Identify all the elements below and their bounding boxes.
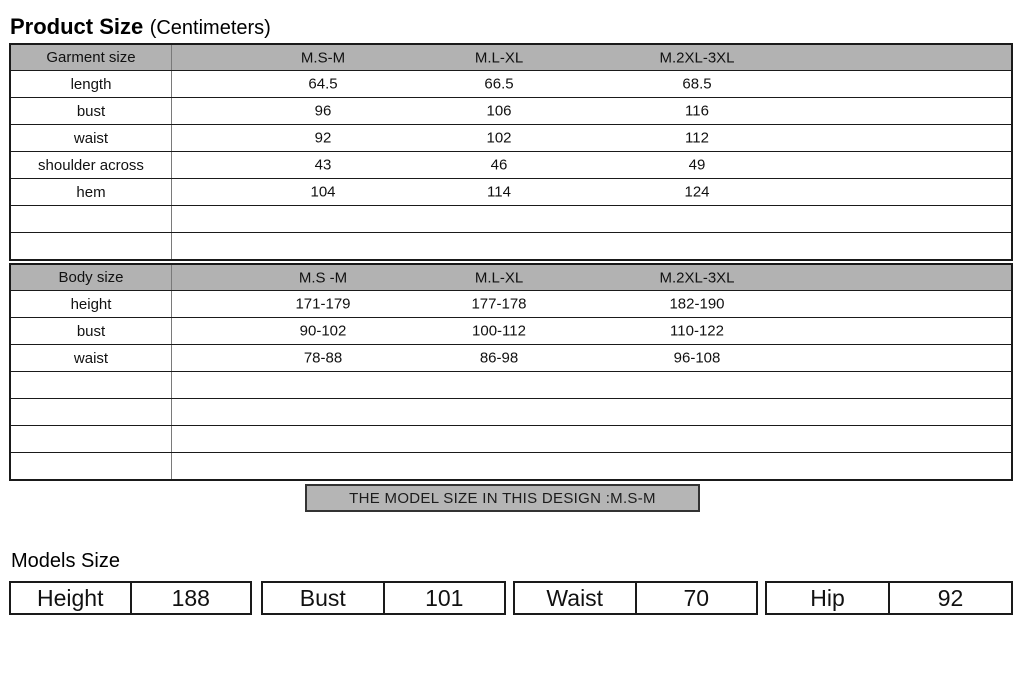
cell-value: 64.5: [308, 75, 338, 93]
models-size-box-bust: Bust 101: [261, 581, 506, 615]
models-size-value: 188: [171, 584, 210, 611]
row-values: 78-88 86-98 96-108: [172, 345, 1011, 371]
cell-value: 116: [685, 102, 709, 120]
models-size-label: Bust: [263, 583, 385, 613]
table-row: [11, 233, 1011, 259]
cell-value: 104: [310, 183, 336, 201]
garment-size-table: Garment size M.S-M M.L-XL M.2XL-3XL length 64…: [9, 43, 1013, 261]
page-title-unit: (Centimeters): [149, 17, 271, 39]
cell-value: 66.5: [484, 75, 514, 93]
cell-value: 102: [486, 129, 512, 147]
row-values: 96 106 116: [172, 98, 1011, 124]
row-label: [11, 206, 172, 232]
cell-value: M.2XL-3XL: [659, 269, 735, 286]
cell-value: 86-98: [479, 349, 519, 367]
cell-value: 43: [314, 156, 332, 174]
row-label: waist: [11, 345, 172, 371]
models-size-value: 101: [425, 584, 464, 611]
row-values: [172, 233, 1011, 259]
cell-value: 124: [684, 183, 710, 201]
models-size-row: Height 188 Bust 101 Waist 70 Hip 92: [9, 581, 1013, 615]
row-values: [172, 206, 1011, 232]
row-label: hem: [11, 179, 172, 205]
models-size-heading: Models Size: [11, 550, 120, 572]
row-values: [172, 399, 1011, 425]
row-label: height: [11, 291, 172, 317]
cell-value: 100-112: [472, 322, 526, 340]
models-size-label: Hip: [767, 583, 890, 613]
cell-value: 177-178: [471, 295, 527, 313]
row-values: 104 114 124: [172, 179, 1011, 205]
cell-value: 171-179: [295, 295, 351, 313]
row-values: 90-102 100-112 110-122: [172, 318, 1011, 344]
table-row: [11, 399, 1011, 426]
table-header-row: Body size M.S -M M.L-XL M.2XL-3XL: [11, 265, 1011, 291]
models-size-box-height: Height 188: [9, 581, 252, 615]
row-label: [11, 453, 172, 479]
models-size-box-hip: Hip 92: [765, 581, 1013, 615]
cell-value: 96-108: [673, 349, 721, 367]
table-row: bust 96 106 116: [11, 98, 1011, 125]
models-size-box-waist: Waist 70: [513, 581, 758, 615]
row-label: length: [11, 71, 172, 97]
row-label: bust: [11, 318, 172, 344]
cell-value: M.2XL-3XL: [659, 49, 735, 66]
models-size-label: Waist: [515, 583, 637, 613]
model-size-banner: THE MODEL SIZE IN THIS DESIGN :M.S-M: [305, 484, 700, 512]
cell-value: 78-88: [303, 349, 343, 367]
cell-value: 46: [490, 156, 508, 174]
table-header-label: Body size: [11, 265, 172, 290]
cell-value: 106: [486, 102, 512, 120]
models-size-value: 70: [683, 584, 710, 611]
table-header-row: Garment size M.S-M M.L-XL M.2XL-3XL: [11, 45, 1011, 71]
table-row: shoulder across 43 46 49: [11, 152, 1011, 179]
table-row: [11, 372, 1011, 399]
cell-value: 112: [685, 129, 709, 147]
page-title-main: Product Size: [10, 14, 144, 39]
row-label: [11, 233, 172, 259]
table-header-label: Garment size: [11, 45, 172, 70]
table-row: [11, 426, 1011, 453]
table-row: [11, 453, 1011, 479]
row-label: [11, 399, 172, 425]
row-label: waist: [11, 125, 172, 151]
cell-value: M.S -M: [298, 269, 348, 286]
cell-value: M.L-XL: [474, 269, 524, 286]
cell-value: M.L-XL: [474, 49, 524, 66]
cell-value: 68.5: [682, 75, 712, 93]
row-values: [172, 453, 1011, 479]
table-row: length 64.5 66.5 68.5: [11, 71, 1011, 98]
row-values: 92 102 112: [172, 125, 1011, 151]
cell-value: 114: [487, 183, 511, 201]
row-values: [172, 372, 1011, 398]
table-header-columns: M.S-M M.L-XL M.2XL-3XL: [172, 45, 1011, 70]
table-header-columns: M.S -M M.L-XL M.2XL-3XL: [172, 265, 1011, 290]
row-values: [172, 426, 1011, 452]
body-size-table: Body size M.S -M M.L-XL M.2XL-3XL height 171-…: [9, 263, 1013, 481]
cell-value: 92: [314, 129, 332, 147]
cell-value: 182-190: [669, 295, 725, 313]
table-row: waist 78-88 86-98 96-108: [11, 345, 1011, 372]
row-label: [11, 372, 172, 398]
cell-value: 110-122: [670, 322, 724, 340]
row-values: 171-179 177-178 182-190: [172, 291, 1011, 317]
table-row: bust 90-102 100-112 110-122: [11, 318, 1011, 345]
table-row: [11, 206, 1011, 233]
cell-value: 96: [314, 102, 332, 120]
row-label: [11, 426, 172, 452]
table-row: hem 104 114 124: [11, 179, 1011, 206]
row-label: bust: [11, 98, 172, 124]
row-values: 43 46 49: [172, 152, 1011, 178]
row-values: 64.5 66.5 68.5: [172, 71, 1011, 97]
table-row: waist 92 102 112: [11, 125, 1011, 152]
cell-value: M.S-M: [300, 49, 346, 66]
cell-value: 49: [688, 156, 706, 174]
table-row: height 171-179 177-178 182-190: [11, 291, 1011, 318]
models-size-label: Height: [11, 583, 132, 613]
models-size-value: 92: [937, 584, 964, 611]
row-label: shoulder across: [11, 152, 172, 178]
cell-value: 90-102: [299, 322, 347, 340]
page-title: Product Size (Centimeters): [10, 14, 271, 40]
